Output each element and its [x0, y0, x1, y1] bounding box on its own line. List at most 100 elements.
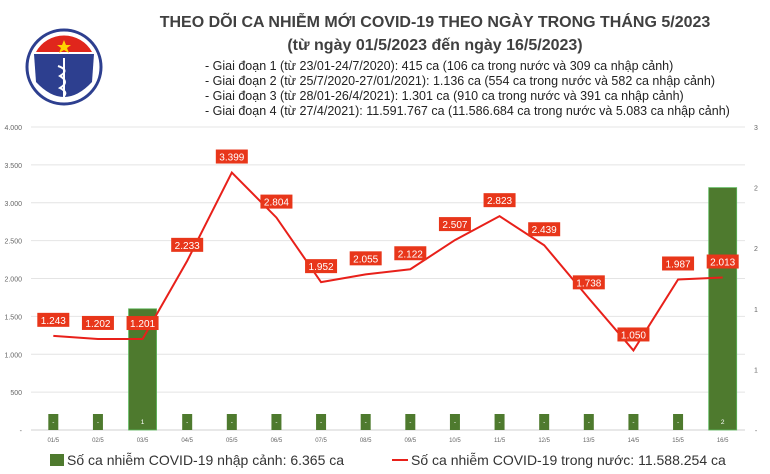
legend-label-imported: Số ca nhiễm COVID-19 nhập cảnh: 6.365 ca — [67, 452, 345, 468]
bar-data-label: - — [409, 419, 411, 426]
x-axis-tick-label: 01/5 — [47, 438, 59, 444]
bar-data-label: - — [498, 419, 500, 426]
ministry-of-health-logo — [25, 28, 103, 106]
bar-imported — [583, 414, 594, 430]
bar-data-label: - — [588, 419, 590, 426]
x-axis-tick-label: 11/5 — [494, 438, 506, 444]
left-axis-tick-label: 500 — [10, 390, 22, 397]
line-data-label-box — [394, 246, 427, 261]
left-axis-tick-label: 1.000 — [4, 352, 22, 359]
bar-data-label: - — [320, 419, 322, 426]
stage-1-text: - Giai đoạn 1 (từ 23/01-24/7/2020): 415 … — [205, 59, 674, 73]
bar-imported — [182, 414, 193, 430]
line-data-label: 3.399 — [219, 153, 244, 164]
legend-item-imported: Số ca nhiễm COVID-19 nhập cảnh: 6.365 ca — [50, 452, 344, 468]
line-data-label: 2.013 — [710, 258, 735, 269]
line-data-label: 1.050 — [621, 330, 646, 341]
right-axis-tick-label: - — [755, 428, 758, 435]
bar-imported — [226, 414, 237, 430]
line-data-label-box — [126, 316, 159, 331]
bar-imported — [708, 187, 738, 431]
line-data-label-box — [305, 259, 338, 274]
line-data-label-box — [171, 237, 204, 252]
line-data-label: 1.243 — [41, 316, 66, 327]
line-data-label-box — [572, 275, 605, 290]
bar-data-label: 1 — [141, 419, 145, 426]
line-data-label-box — [483, 193, 516, 208]
line-data-label: 2.055 — [353, 254, 378, 265]
left-axis-tick-label: 2.500 — [4, 239, 22, 246]
line-domestic — [53, 170, 723, 353]
line-data-label-box — [706, 254, 739, 269]
bar-data-label: - — [186, 419, 188, 426]
bar-data-label: - — [632, 419, 634, 426]
bar-imported — [673, 414, 684, 430]
right-axis-tick-label: 1 — [754, 307, 758, 314]
stage-3-text: - Giai đoạn 3 (từ 28/01-26/4/2021): 1.30… — [205, 89, 684, 103]
line-data-label: 2.122 — [398, 249, 423, 260]
bar-imported — [48, 414, 59, 430]
legend-bar-swatch — [50, 454, 64, 466]
x-axis-tick-label: 08/5 — [360, 438, 372, 444]
line-data-label-box — [215, 149, 248, 164]
bar-imported — [449, 414, 460, 430]
bar-imported — [494, 414, 505, 430]
bar-imported — [271, 414, 282, 430]
bar-imported — [405, 414, 416, 430]
bar-data-label: - — [543, 419, 545, 426]
line-data-label: 2.507 — [442, 220, 467, 231]
line-data-label: 2.823 — [487, 196, 512, 207]
x-axis-tick-label: 10/5 — [449, 438, 461, 444]
right-axis-tick-label: 2 — [754, 186, 758, 193]
stage-4-text: - Giai đoạn 4 (từ 27/4/2021): 11.591.767… — [205, 104, 730, 118]
x-axis-tick-label: 16/5 — [717, 438, 729, 444]
right-axis-tick-label: 1 — [754, 367, 758, 374]
x-axis-tick-label: 06/5 — [271, 438, 283, 444]
line-data-label-box — [81, 315, 114, 330]
x-axis-tick-label: 05/5 — [226, 438, 238, 444]
x-axis-tick-label: 09/5 — [404, 438, 416, 444]
bar-imported — [360, 414, 371, 430]
left-axis-tick-label: 2.000 — [4, 277, 22, 284]
right-axis-tick-label: 2 — [754, 246, 758, 253]
line-data-label: 1.738 — [576, 278, 601, 289]
left-axis-tick-label: 4.000 — [4, 125, 22, 132]
line-data-label-box — [662, 256, 695, 271]
line-data-label-box — [349, 251, 382, 266]
line-data-label-box — [260, 194, 293, 209]
right-axis-tick-label: 3 — [754, 125, 758, 132]
x-axis-tick-label: 15/5 — [672, 438, 684, 444]
legend-line-swatch — [392, 459, 408, 461]
x-axis-tick-label: 07/5 — [315, 438, 327, 444]
bar-data-label: - — [365, 419, 367, 426]
bar-imported — [92, 414, 103, 430]
line-data-label-box — [528, 222, 561, 237]
bar-data-label: - — [454, 419, 456, 426]
chart-title: THEO DÕI CA NHIỄM MỚI COVID-19 THEO NGÀY… — [159, 14, 711, 31]
left-axis-tick-label: 3.500 — [4, 163, 22, 170]
chart-subtitle: (từ ngày 01/5/2023 đến ngày 16/5/2023) — [287, 37, 583, 54]
x-axis-tick-label: 13/5 — [583, 438, 595, 444]
bar-data-label: - — [677, 419, 679, 426]
x-axis-tick-label: 04/5 — [181, 438, 193, 444]
line-data-label: 1.201 — [130, 319, 155, 330]
line-data-label-box — [37, 312, 70, 327]
bar-imported — [539, 414, 550, 430]
line-data-label-box — [438, 217, 471, 232]
stage-2-text: - Giai đoạn 2 (từ 25/7/2020-27/01/2021):… — [205, 74, 715, 88]
bar-data-label: - — [97, 419, 99, 426]
x-axis-tick-label: 14/5 — [628, 438, 640, 444]
bar-imported — [628, 414, 639, 430]
line-data-label: 1.987 — [666, 259, 691, 270]
legend-item-domestic: Số ca nhiễm COVID-19 trong nước: 11.588.… — [392, 452, 726, 468]
left-axis-tick-label: 3.000 — [4, 201, 22, 208]
bar-data-label: - — [275, 419, 277, 426]
x-axis-tick-label: 02/5 — [92, 438, 104, 444]
bar-data-label: - — [52, 419, 54, 426]
line-data-label: 2.804 — [264, 198, 289, 209]
bar-imported — [316, 414, 327, 430]
x-axis-tick-label: 03/5 — [137, 438, 149, 444]
line-data-label-box — [617, 327, 650, 342]
